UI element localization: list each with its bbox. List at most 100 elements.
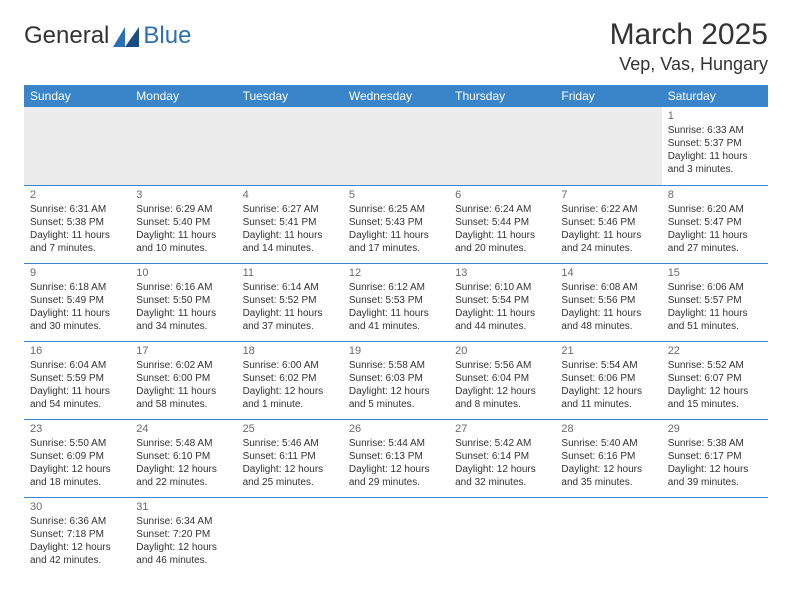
title-block: March 2025 Vep, Vas, Hungary: [610, 18, 768, 75]
day-number: 6: [455, 188, 549, 202]
day-detail: and 24 minutes.: [561, 242, 655, 255]
calendar-body: 1Sunrise: 6:33 AMSunset: 5:37 PM Daylight…: [24, 107, 768, 575]
calendar-day-cell: 6Sunrise: 6:24 AMSunset: 5:44 PMDaylight…: [449, 185, 555, 263]
calendar-day-cell: 27Sunrise: 5:42 AMSunset: 6:14 PMDayligh…: [449, 419, 555, 497]
day-detail: and 8 minutes.: [455, 398, 549, 411]
calendar-empty-cell: [555, 107, 661, 185]
day-detail: Sunrise: 6:08 AM: [561, 281, 655, 294]
calendar-day-cell: 5Sunrise: 6:25 AMSunset: 5:43 PMDaylight…: [343, 185, 449, 263]
calendar-empty-cell: [343, 497, 449, 575]
day-detail: Sunset: 5:44 PM: [455, 216, 549, 229]
weekday-header: Tuesday: [237, 85, 343, 107]
calendar-day-cell: 10Sunrise: 6:16 AMSunset: 5:50 PMDayligh…: [130, 263, 236, 341]
day-detail: Daylight: 12 hours: [455, 385, 549, 398]
day-detail: and 35 minutes.: [561, 476, 655, 489]
day-detail: Sunset: 5:56 PM: [561, 294, 655, 307]
weekday-header: Friday: [555, 85, 661, 107]
day-detail: and 20 minutes.: [455, 242, 549, 255]
day-number: 20: [455, 344, 549, 358]
day-detail: and 10 minutes.: [136, 242, 230, 255]
day-number: 31: [136, 500, 230, 514]
day-detail: Daylight: 12 hours: [243, 385, 337, 398]
day-number: 10: [136, 266, 230, 280]
day-detail: Sunset: 6:13 PM: [349, 450, 443, 463]
day-detail: Sunset: 5:53 PM: [349, 294, 443, 307]
calendar-week-row: 2Sunrise: 6:31 AMSunset: 5:38 PMDaylight…: [24, 185, 768, 263]
calendar-header-row: SundayMondayTuesdayWednesdayThursdayFrid…: [24, 85, 768, 107]
day-detail: Sunrise: 6:20 AM: [668, 203, 762, 216]
day-detail: Sunrise: 6:04 AM: [30, 359, 124, 372]
day-detail: Sunrise: 5:44 AM: [349, 437, 443, 450]
calendar-day-cell: 14Sunrise: 6:08 AMSunset: 5:56 PMDayligh…: [555, 263, 661, 341]
day-number: 2: [30, 188, 124, 202]
day-detail: Daylight: 12 hours: [243, 463, 337, 476]
day-detail: Sunrise: 5:58 AM: [349, 359, 443, 372]
day-detail: Sunset: 5:37 PM: [668, 137, 762, 150]
calendar-day-cell: 4Sunrise: 6:27 AMSunset: 5:41 PMDaylight…: [237, 185, 343, 263]
day-detail: Daylight: 11 hours: [136, 307, 230, 320]
calendar-day-cell: 31Sunrise: 6:34 AMSunset: 7:20 PMDayligh…: [130, 497, 236, 575]
day-detail: Sunset: 5:59 PM: [30, 372, 124, 385]
day-number: 25: [243, 422, 337, 436]
calendar-day-cell: 30Sunrise: 6:36 AMSunset: 7:18 PMDayligh…: [24, 497, 130, 575]
day-detail: Sunrise: 5:38 AM: [668, 437, 762, 450]
day-detail: Daylight: 12 hours: [349, 463, 443, 476]
calendar-day-cell: 9Sunrise: 6:18 AMSunset: 5:49 PMDaylight…: [24, 263, 130, 341]
calendar-day-cell: 12Sunrise: 6:12 AMSunset: 5:53 PMDayligh…: [343, 263, 449, 341]
day-detail: Daylight: 11 hours: [30, 385, 124, 398]
day-detail: Sunrise: 6:24 AM: [455, 203, 549, 216]
day-number: 5: [349, 188, 443, 202]
day-detail: and 58 minutes.: [136, 398, 230, 411]
day-number: 15: [668, 266, 762, 280]
day-detail: and 34 minutes.: [136, 320, 230, 333]
day-detail: Daylight: 12 hours: [136, 463, 230, 476]
calendar-day-cell: 23Sunrise: 5:50 AMSunset: 6:09 PMDayligh…: [24, 419, 130, 497]
day-detail: and 11 minutes.: [561, 398, 655, 411]
day-detail: Sunrise: 6:10 AM: [455, 281, 549, 294]
day-detail: Sunset: 6:16 PM: [561, 450, 655, 463]
day-number: 29: [668, 422, 762, 436]
day-detail: and 7 minutes.: [30, 242, 124, 255]
day-detail: Sunrise: 6:14 AM: [243, 281, 337, 294]
calendar-day-cell: 25Sunrise: 5:46 AMSunset: 6:11 PMDayligh…: [237, 419, 343, 497]
day-detail: Sunset: 7:20 PM: [136, 528, 230, 541]
logo-triangle-icon: [113, 26, 139, 46]
day-number: 22: [668, 344, 762, 358]
calendar-day-cell: 16Sunrise: 6:04 AMSunset: 5:59 PMDayligh…: [24, 341, 130, 419]
day-detail: and 22 minutes.: [136, 476, 230, 489]
header: General Blue March 2025 Vep, Vas, Hungar…: [24, 18, 768, 75]
day-detail: Sunrise: 6:33 AM: [668, 124, 762, 137]
day-detail: and 46 minutes.: [136, 554, 230, 567]
calendar-empty-cell: [449, 497, 555, 575]
day-detail: Sunset: 6:17 PM: [668, 450, 762, 463]
day-detail: Daylight: 11 hours: [455, 229, 549, 242]
day-number: 14: [561, 266, 655, 280]
calendar-day-cell: 19Sunrise: 5:58 AMSunset: 6:03 PMDayligh…: [343, 341, 449, 419]
day-detail: and 14 minutes.: [243, 242, 337, 255]
day-detail: Sunset: 5:38 PM: [30, 216, 124, 229]
calendar-day-cell: 22Sunrise: 5:52 AMSunset: 6:07 PMDayligh…: [662, 341, 768, 419]
day-detail: Daylight: 12 hours: [349, 385, 443, 398]
day-detail: and 51 minutes.: [668, 320, 762, 333]
day-detail: Daylight: 12 hours: [561, 385, 655, 398]
day-detail: Daylight: 11 hours: [136, 385, 230, 398]
day-number: 1: [668, 109, 762, 123]
weekday-header: Wednesday: [343, 85, 449, 107]
day-detail: Sunrise: 6:25 AM: [349, 203, 443, 216]
day-detail: Sunset: 5:46 PM: [561, 216, 655, 229]
calendar-day-cell: 15Sunrise: 6:06 AMSunset: 5:57 PMDayligh…: [662, 263, 768, 341]
day-detail: Sunset: 7:18 PM: [30, 528, 124, 541]
day-number: 28: [561, 422, 655, 436]
calendar-day-cell: 13Sunrise: 6:10 AMSunset: 5:54 PMDayligh…: [449, 263, 555, 341]
calendar-day-cell: 28Sunrise: 5:40 AMSunset: 6:16 PMDayligh…: [555, 419, 661, 497]
day-detail: Sunrise: 6:16 AM: [136, 281, 230, 294]
day-detail: Sunset: 5:50 PM: [136, 294, 230, 307]
day-detail: and 32 minutes.: [455, 476, 549, 489]
day-detail: and 42 minutes.: [30, 554, 124, 567]
calendar-empty-cell: [130, 107, 236, 185]
day-number: 16: [30, 344, 124, 358]
day-detail: Sunrise: 6:06 AM: [668, 281, 762, 294]
day-detail: Sunset: 6:04 PM: [455, 372, 549, 385]
calendar-week-row: 16Sunrise: 6:04 AMSunset: 5:59 PMDayligh…: [24, 341, 768, 419]
calendar-table: SundayMondayTuesdayWednesdayThursdayFrid…: [24, 85, 768, 575]
